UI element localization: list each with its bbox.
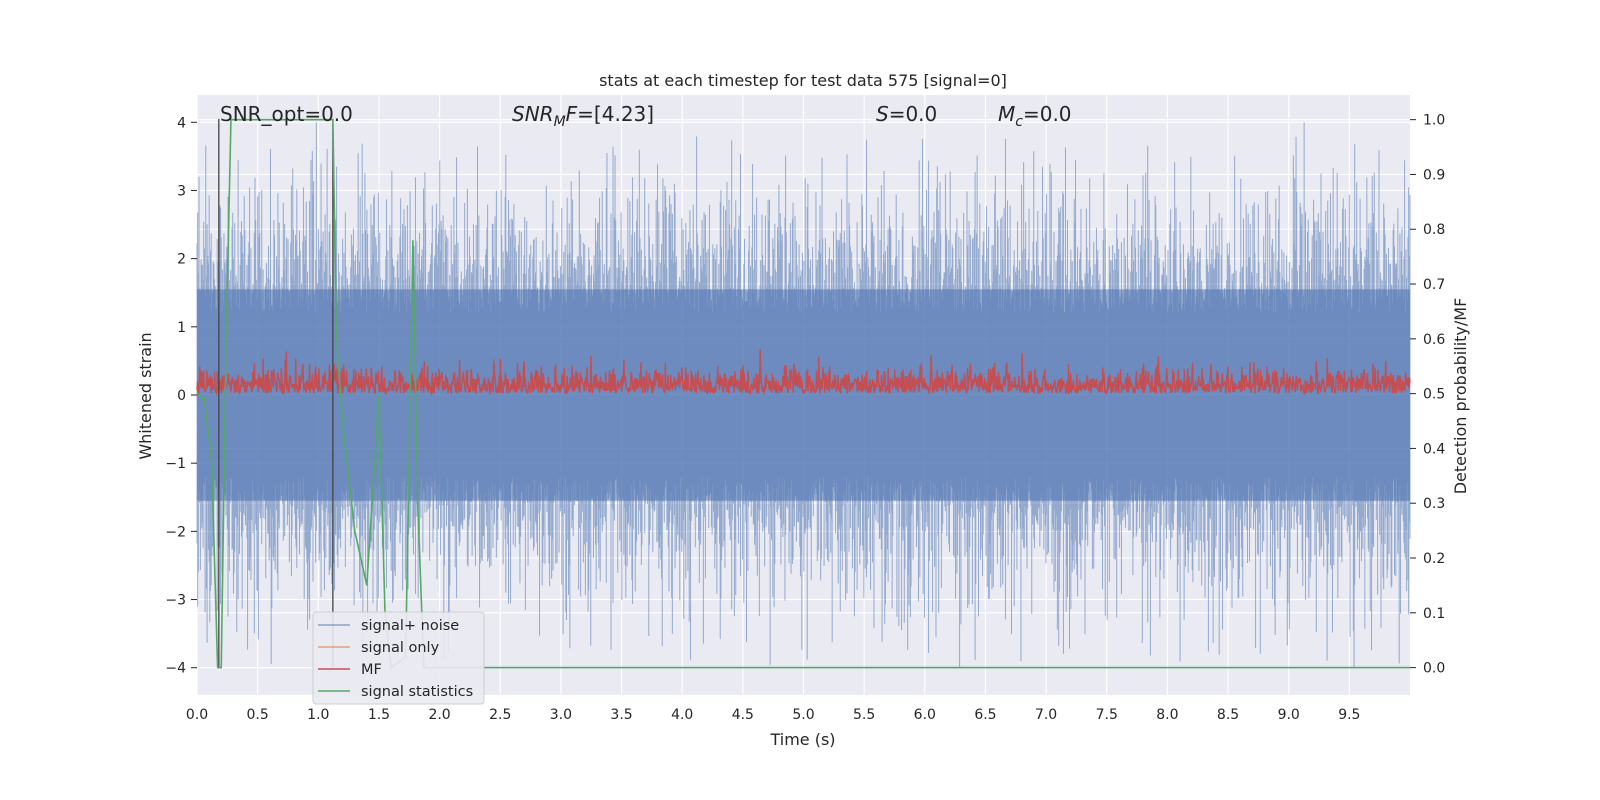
y-tick-label: 0 [177,388,186,404]
y-tick-label: −1 [165,456,186,472]
legend-label-signal-noise: signal+ noise [361,618,459,634]
y-axis-label: Whitened strain [136,332,155,459]
x-tick-label: 2.0 [428,707,450,723]
y-right-tick-label: 0.7 [1423,277,1445,293]
series-mf [196,349,1411,396]
series-signal-noise [196,122,1411,668]
y-axis-right-ticks: 1.0 0.9 0.8 0.7 0.6 0.5 0.4 0.3 0.2 0.1 0.0 [1410,113,1445,677]
x-tick-label: 0.5 [247,707,269,723]
annotation-snr-opt: SNR_opt=0.0 [220,102,353,126]
x-tick-label: 7.0 [1035,707,1057,723]
x-tick-label: 1.0 [307,707,329,723]
y-right-tick-label: 0.8 [1423,222,1445,238]
y-right-tick-label: 0.3 [1423,496,1445,512]
x-tick-label: 1.5 [368,707,390,723]
y-tick-label: 2 [177,252,186,268]
line-signal-statistics [196,118,1410,670]
y-right-tick-label: 0.0 [1423,661,1445,677]
annotation-mc: Mc=0.0 [998,102,1072,130]
legend-label-signal-only: signal only [361,640,440,656]
y-tick-label: −2 [165,524,186,540]
x-tick-label: 8.0 [1156,707,1178,723]
y-tick-label: 3 [177,183,186,199]
y-right-tick-label: 0.9 [1423,167,1445,183]
legend-box [312,611,485,705]
y-right-tick-label: 0.1 [1423,606,1445,622]
x-tick-label: 9.5 [1338,707,1360,723]
x-tick-label: 3.0 [550,707,572,723]
legend-label-signal-statistics: signal statistics [361,684,473,700]
x-tick-label: 4.0 [671,707,693,723]
y-right-tick-label: 0.6 [1423,332,1445,348]
x-tick-label: 4.5 [732,707,754,723]
x-tick-label: 2.5 [489,707,511,723]
annotation-snr-mf-value: =[4.23] [577,102,654,126]
x-tick-label: 0.0 [186,707,208,723]
y-right-tick-label: 0.2 [1423,551,1445,567]
chart-title: stats at each timestep for test data 575… [599,71,1007,90]
y-axis-ticks: 4 3 2 1 0 −1 −2 −3 −4 [165,115,197,677]
series-signal-statistics [196,118,1410,670]
line-mf [196,349,1411,396]
x-axis-label: Time (s) [769,730,835,749]
x-axis-ticks: 0.0 0.5 1.0 1.5 2.0 2.5 3.0 3.5 4.0 4.5 5.0 5.5 6.0 6… [186,707,1361,723]
y-right-tick-label: 1.0 [1423,113,1445,129]
y-tick-label: 4 [177,115,186,131]
annotation-s-value: =0.0 [889,102,938,126]
x-tick-label: 5.0 [792,707,814,723]
y-tick-label: −3 [165,593,186,609]
y-right-tick-label: 0.5 [1423,387,1445,403]
x-tick-label: 6.5 [974,707,996,723]
x-tick-label: 7.5 [1096,707,1118,723]
y-tick-label: 1 [177,320,186,336]
x-tick-label: 8.5 [1217,707,1239,723]
y-right-tick-label: 0.4 [1423,441,1445,457]
annotation-snr-mf: SNRMF=[4.23] [512,102,654,130]
x-tick-label: 9.0 [1278,707,1300,723]
x-tick-label: 6.0 [914,707,936,723]
legend: signal+ noise signal only MF signal stat… [312,611,485,705]
legend-label-mf: MF [361,662,382,678]
annotation-mc-value: =0.0 [1023,102,1072,126]
x-tick-label: 5.5 [853,707,875,723]
y-axis-right-label: Detection probability/MF [1451,298,1470,495]
x-tick-label: 3.5 [610,707,632,723]
y-tick-label: −4 [165,661,186,677]
vertical-markers [218,118,334,668]
annotation-s: S=0.0 [876,102,937,126]
